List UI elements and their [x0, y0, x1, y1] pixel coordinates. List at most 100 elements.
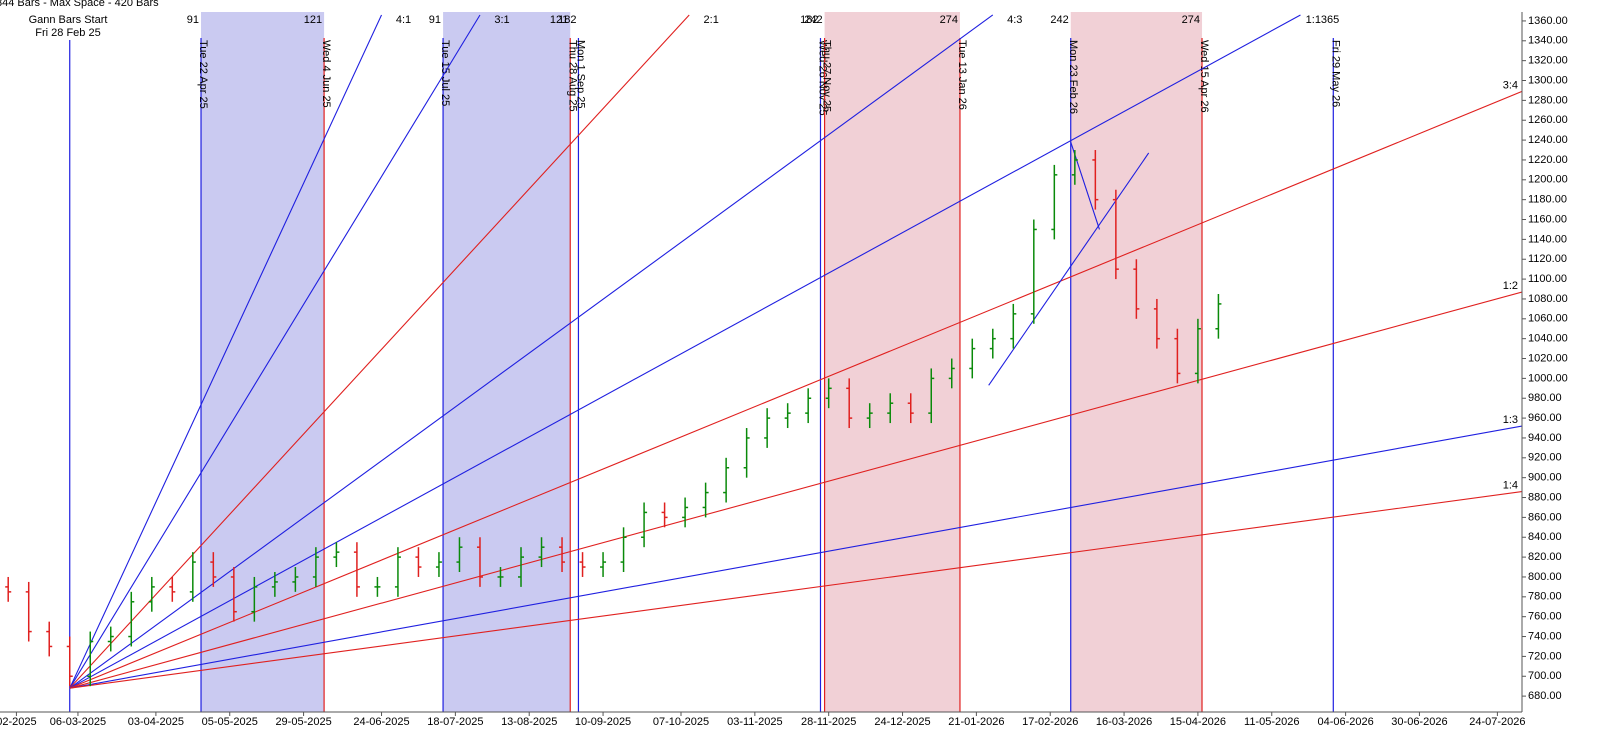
header-text: 344 Bars - Max Space - 420 Bars — [0, 0, 159, 9]
x-axis-panel — [0, 712, 1600, 750]
x-tick-label: 06-03-2025 — [50, 716, 106, 728]
x-tick-label: 15-04-2026 — [1170, 716, 1226, 728]
y-tick-label: 1000.00 — [1528, 372, 1568, 384]
x-tick-label: 05-05-2025 — [202, 716, 258, 728]
x-tick-label: 24-07-2026 — [1469, 716, 1525, 728]
y-tick-label: 760.00 — [1528, 611, 1562, 623]
line-label: 3:4 — [1503, 79, 1518, 91]
marker-date: Wed 4 Jun 25 — [320, 40, 332, 108]
line-label: 1:2 — [1503, 280, 1518, 292]
y-tick-label: 740.00 — [1528, 630, 1562, 642]
start-label: Gann Bars Start — [29, 14, 108, 26]
marker-date: Thu 28 Aug 25 — [566, 40, 578, 112]
x-tick-label: 17-02-2026 — [1022, 716, 1078, 728]
y-tick-label: 960.00 — [1528, 412, 1562, 424]
marker-count: 274 — [1182, 14, 1200, 26]
x-tick-label: 02-2025 — [0, 716, 37, 728]
marker-count: 91 — [187, 14, 199, 26]
time-band — [1070, 12, 1203, 712]
line-label: 1:4 — [1503, 479, 1518, 491]
start-date: Fri 28 Feb 25 — [35, 27, 100, 39]
y-tick-label: 920.00 — [1528, 452, 1562, 464]
gann-line — [69, 291, 1522, 689]
y-tick-label: 940.00 — [1528, 432, 1562, 444]
y-tick-label: 1320.00 — [1528, 55, 1568, 67]
marker-count: 242 — [1050, 14, 1068, 26]
marker-count: 121 — [304, 14, 322, 26]
y-tick-label: 700.00 — [1528, 670, 1562, 682]
line-label: 3:1 — [494, 14, 509, 26]
x-tick-label: 11-05-2026 — [1244, 716, 1299, 728]
x-tick-label: 28-11-2025 — [801, 716, 856, 728]
y-tick-label: 1240.00 — [1528, 134, 1568, 146]
y-tick-label: 1180.00 — [1528, 194, 1567, 206]
marker-date: Tue 22 Apr 25 — [197, 40, 209, 109]
y-tick-label: 680.00 — [1528, 690, 1562, 702]
line-label: 1:1365 — [1306, 14, 1340, 26]
time-band — [824, 12, 960, 712]
gann-line — [988, 152, 1150, 386]
marker-date: Tue 13 Jan 26 — [956, 40, 968, 110]
marker-date: Wed 26 Nov 25 — [817, 40, 829, 116]
y-tick-label: 820.00 — [1528, 551, 1562, 563]
y-tick-label: 1120.00 — [1528, 253, 1567, 265]
x-tick-label: 04-06-2026 — [1317, 716, 1373, 728]
marker-date: Fri 29 May 26 — [1329, 40, 1341, 107]
gann-line — [69, 14, 383, 689]
x-tick-label: 29-05-2025 — [275, 716, 331, 728]
y-tick-label: 1200.00 — [1528, 174, 1568, 186]
marker-count: 182 — [558, 14, 576, 26]
x-tick-label: 16-03-2026 — [1096, 716, 1152, 728]
x-tick-label: 24-12-2025 — [874, 716, 930, 728]
x-tick-label: 07-10-2025 — [653, 716, 709, 728]
marker-date: Mon 1 Sep 25 — [575, 40, 587, 109]
x-tick-label: 30-06-2026 — [1391, 716, 1447, 728]
y-tick-label: 800.00 — [1528, 571, 1562, 583]
x-tick-label: 03-04-2025 — [128, 716, 184, 728]
gann-line — [69, 491, 1522, 689]
y-tick-label: 1020.00 — [1528, 352, 1568, 364]
x-tick-label: 13-08-2025 — [501, 716, 557, 728]
marker-count: 242 — [804, 14, 822, 26]
line-label: 4:1 — [396, 14, 411, 26]
marker-date: Mon 23 Feb 26 — [1067, 40, 1079, 114]
x-tick-label: 18-07-2025 — [427, 716, 483, 728]
y-tick-label: 1220.00 — [1528, 154, 1568, 166]
marker-count: 274 — [940, 14, 958, 26]
y-tick-label: 720.00 — [1528, 650, 1562, 662]
y-tick-label: 860.00 — [1528, 511, 1562, 523]
y-tick-label: 1080.00 — [1528, 293, 1568, 305]
y-tick-label: 780.00 — [1528, 591, 1562, 603]
y-tick-label: 840.00 — [1528, 531, 1562, 543]
gann-line — [69, 14, 481, 689]
x-tick-label: 21-01-2026 — [948, 716, 1004, 728]
bars-layer — [5, 150, 1222, 687]
line-label: 2:1 — [704, 14, 719, 26]
line-label: 1:3 — [1503, 414, 1518, 426]
marker-date: Wed 15 Apr 26 — [1198, 40, 1210, 113]
marker-date: Thu 27 Nov 25 — [821, 40, 833, 112]
gann-line — [69, 14, 994, 689]
y-tick-label: 1360.00 — [1528, 15, 1568, 27]
marker-count: 121 — [550, 14, 568, 26]
gann-line — [69, 90, 1522, 689]
x-tick-label: 24-06-2025 — [353, 716, 409, 728]
y-tick-label: 880.00 — [1528, 491, 1562, 503]
line-label: 4:3 — [1007, 14, 1022, 26]
y-tick-label: 1160.00 — [1528, 213, 1567, 225]
y-tick-label: 1260.00 — [1528, 114, 1568, 126]
y-axis-panel — [1522, 0, 1600, 712]
y-tick-label: 980.00 — [1528, 392, 1562, 404]
y-tick-label: 1280.00 — [1528, 94, 1568, 106]
marker-count: 91 — [429, 14, 441, 26]
y-tick-label: 1040.00 — [1528, 333, 1568, 345]
y-tick-label: 1340.00 — [1528, 35, 1568, 47]
bands-layer — [201, 12, 1203, 712]
gann-line — [69, 425, 1522, 689]
x-tick-label: 10-09-2025 — [575, 716, 631, 728]
y-tick-label: 1060.00 — [1528, 313, 1568, 325]
